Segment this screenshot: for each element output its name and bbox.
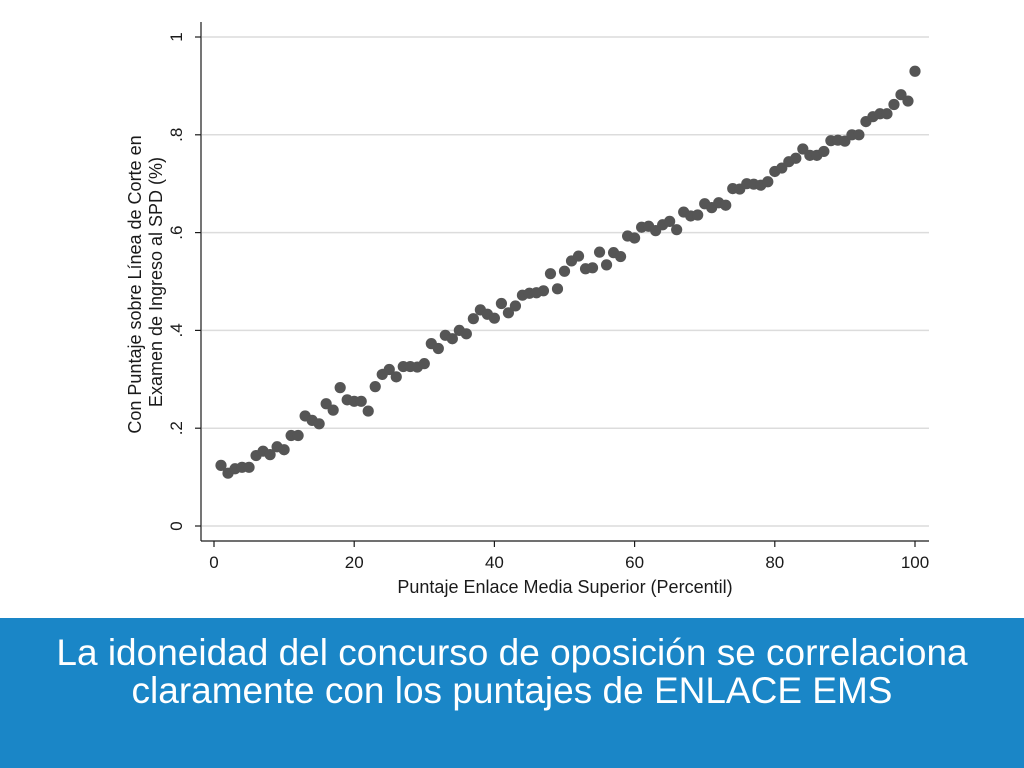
caption-text: La idoneidad del concurso de oposición s… xyxy=(12,634,1012,710)
y-axis-title: Con Puntaje sobre Línea de Corte en Exam… xyxy=(125,130,166,433)
data-point xyxy=(432,342,444,355)
y-tick-label-3: .6 xyxy=(167,226,186,240)
data-point xyxy=(362,405,374,417)
data-point xyxy=(888,98,900,111)
data-point xyxy=(488,312,500,324)
data-point xyxy=(390,371,402,383)
data-point xyxy=(551,283,564,295)
data-point xyxy=(264,449,276,461)
data-point xyxy=(909,65,921,77)
data-point xyxy=(355,395,367,407)
y-tick-label-5: 1 xyxy=(167,32,186,41)
data-point xyxy=(495,297,508,310)
data-point xyxy=(313,418,325,430)
data-point xyxy=(467,313,479,325)
caption-line-2: claramente con los puntajes de ENLACE EM… xyxy=(131,670,893,711)
y-tick-label-2: .4 xyxy=(167,323,186,337)
y-tick-label-1: .2 xyxy=(167,421,186,435)
data-point xyxy=(762,176,774,188)
data-point xyxy=(460,328,472,340)
caption-line-1: La idoneidad del concurso de oposición s… xyxy=(56,632,968,673)
data-point xyxy=(881,108,893,120)
y-tick-label-0: 0 xyxy=(167,521,186,530)
x-tick-label-2: 40 xyxy=(485,553,504,572)
grid-lines xyxy=(202,36,929,527)
caption-banner: La idoneidad del concurso de oposición s… xyxy=(0,618,1024,768)
data-point xyxy=(215,459,227,471)
scatter-chart: 0 .2 .4 .6 .8 1 0 20 40 60 80 100 Puntaje Enlace Me… xyxy=(125,22,929,597)
data-point xyxy=(327,404,339,416)
data-point xyxy=(292,429,304,442)
data-point xyxy=(334,382,346,394)
data-point xyxy=(593,246,606,258)
y-axis-title-line-2: Examen de Ingreso al SPD (%) xyxy=(146,157,166,407)
data-point xyxy=(383,363,395,376)
data-point xyxy=(629,232,641,244)
data-point xyxy=(671,224,683,236)
data-point xyxy=(853,129,865,141)
x-tick-label-3: 60 xyxy=(625,553,644,572)
data-point xyxy=(537,285,550,297)
data-point xyxy=(720,199,732,211)
data-point xyxy=(278,444,290,456)
data-point xyxy=(418,358,430,370)
data-point xyxy=(572,250,585,262)
data-point xyxy=(614,250,627,263)
data-point xyxy=(446,333,458,345)
chart-area: 0 .2 .4 .6 .8 1 0 20 40 60 80 100 Puntaje Enlace Me… xyxy=(125,22,929,597)
data-point xyxy=(243,461,255,473)
data-points xyxy=(215,65,921,479)
data-point xyxy=(790,152,802,164)
data-point xyxy=(369,381,381,393)
y-axis-title-line-1: Con Puntaje sobre Línea de Corte en xyxy=(125,135,145,433)
data-point xyxy=(502,307,515,319)
x-tick-label-5: 100 xyxy=(901,553,929,572)
data-point xyxy=(544,268,557,280)
data-point xyxy=(664,215,676,227)
data-point xyxy=(600,259,613,271)
x-axis-title: Puntaje Enlace Media Superior (Percentil… xyxy=(397,577,732,597)
x-tick-label-0: 0 xyxy=(209,553,218,572)
data-point xyxy=(692,209,704,221)
data-point xyxy=(818,145,830,158)
x-tick-label-1: 20 xyxy=(345,553,364,572)
data-point xyxy=(586,262,599,274)
data-point xyxy=(902,95,914,107)
data-point xyxy=(558,265,571,277)
data-point xyxy=(509,300,522,312)
x-tick-label-4: 80 xyxy=(765,553,784,572)
axes: 0 .2 .4 .6 .8 1 0 20 40 60 80 100 xyxy=(167,22,929,572)
y-tick-label-4: .8 xyxy=(167,128,186,142)
